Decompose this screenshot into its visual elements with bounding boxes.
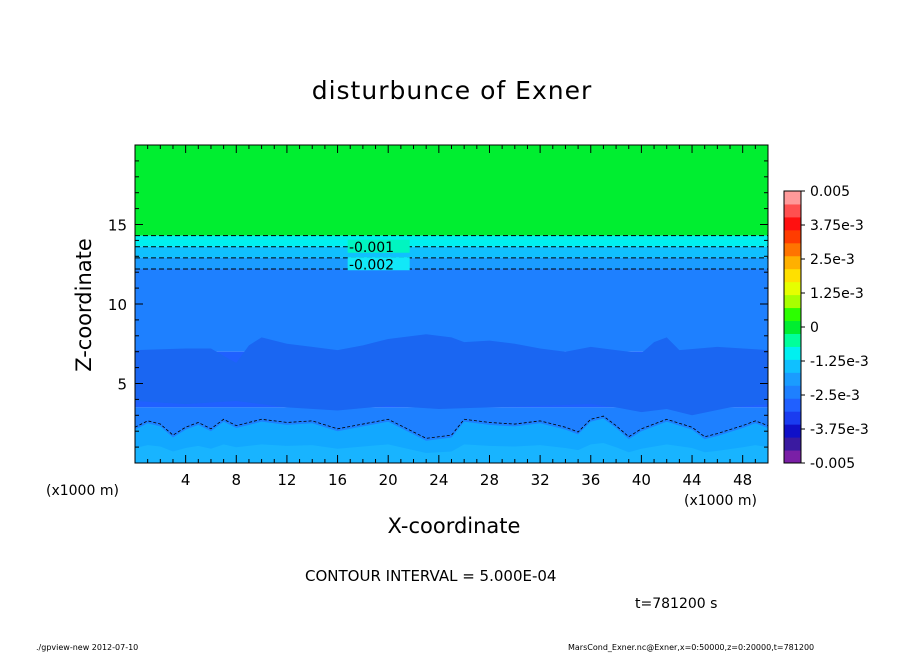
contour-label-1: -0.002 xyxy=(349,257,394,273)
y-axis-label: Z-coordinate xyxy=(72,238,96,372)
contour-interval-label: CONTOUR INTERVAL = 5.000E-04 xyxy=(305,567,557,585)
colorbar-label: 0.005 xyxy=(810,184,850,200)
x-tick-label: 4 xyxy=(181,471,191,489)
x-axis-label: X-coordinate xyxy=(387,514,521,538)
contour-line-surface xyxy=(134,415,769,439)
x-unit-label-right: (x1000 m) xyxy=(684,493,757,509)
colorbar-swatch xyxy=(784,294,801,309)
colorbar-swatch xyxy=(784,307,801,322)
colorbar-swatch xyxy=(784,229,801,244)
colorbar-swatch xyxy=(784,191,801,205)
colorbar: -0.005 -3.75e-3 -2.5e-3 -1.25e-3 0 1.25e-3 2.5… xyxy=(783,184,869,472)
band-0 xyxy=(135,145,768,236)
colorbar-swatch xyxy=(784,424,801,438)
contour-label-bg-1 xyxy=(347,257,410,271)
x-tick-label: 16 xyxy=(328,471,347,489)
band-2 xyxy=(135,246,768,258)
colorbar-label: 1.25e-3 xyxy=(810,286,864,302)
x-tick-label: 44 xyxy=(682,471,701,489)
contour-label-0: -0.001 xyxy=(349,240,394,256)
x-tick-label: 24 xyxy=(429,471,448,489)
y-tick-label: 5 xyxy=(117,376,127,394)
colorbar-label: -0.005 xyxy=(810,456,855,472)
colorbar-swatch xyxy=(784,385,801,399)
colorbar-swatch xyxy=(784,450,801,464)
colorbar-swatch xyxy=(784,333,801,347)
colorbar-swatch xyxy=(784,320,801,334)
chart-title: disturbunce of Exner xyxy=(311,76,593,105)
x-unit-label-left: (x1000 m) xyxy=(46,483,119,499)
y-tick-label: 15 xyxy=(108,217,127,235)
x-tick-label: 8 xyxy=(232,471,242,489)
colorbar-swatch xyxy=(784,346,801,360)
mid-level-band xyxy=(135,334,768,416)
x-tick-label: 28 xyxy=(480,471,499,489)
x-tick-label: 40 xyxy=(632,471,651,489)
surface-core-band xyxy=(135,442,768,463)
colorbar-swatch xyxy=(784,359,801,373)
colorbar-swatch xyxy=(784,255,801,270)
colorbar-label: 3.75e-3 xyxy=(810,218,864,234)
footer-program-date: ./gpview-new 2012-07-10 xyxy=(36,643,139,652)
colorbar-swatch xyxy=(784,372,801,386)
band-1 xyxy=(135,235,768,247)
colorbar-swatch xyxy=(784,216,801,231)
x-tick-label: 32 xyxy=(531,471,550,489)
x-tick-label: 48 xyxy=(733,471,752,489)
x-tick-label: 36 xyxy=(581,471,600,489)
contour-label-bg-0 xyxy=(347,239,410,253)
y-tick-label: 10 xyxy=(108,296,127,314)
x-tick-label: 20 xyxy=(379,471,398,489)
colorbar-swatch xyxy=(784,411,801,425)
x-tick-label: 12 xyxy=(277,471,296,489)
colorbar-swatch xyxy=(784,268,801,283)
colorbar-label: 2.5e-3 xyxy=(810,252,855,268)
plot-area xyxy=(135,145,768,463)
colorbar-swatch xyxy=(784,398,801,412)
colorbar-swatch xyxy=(784,281,801,296)
colorbar-swatch xyxy=(784,242,801,257)
colorbar-swatch xyxy=(784,437,801,451)
colorbar-label: -3.75e-3 xyxy=(810,422,869,438)
band-3 xyxy=(135,257,768,270)
colorbar-label: -1.25e-3 xyxy=(810,354,869,370)
time-label: t=781200 s xyxy=(635,596,718,612)
footer-data-source: MarsCond_Exner.nc@Exner,x=0:50000,z=0:20… xyxy=(568,643,815,652)
colorbar-label: -2.5e-3 xyxy=(810,388,860,404)
colorbar-swatch xyxy=(784,203,801,218)
contour-lines: -0.001-0.002 xyxy=(134,235,769,439)
colorbar-label: 0 xyxy=(810,320,819,336)
